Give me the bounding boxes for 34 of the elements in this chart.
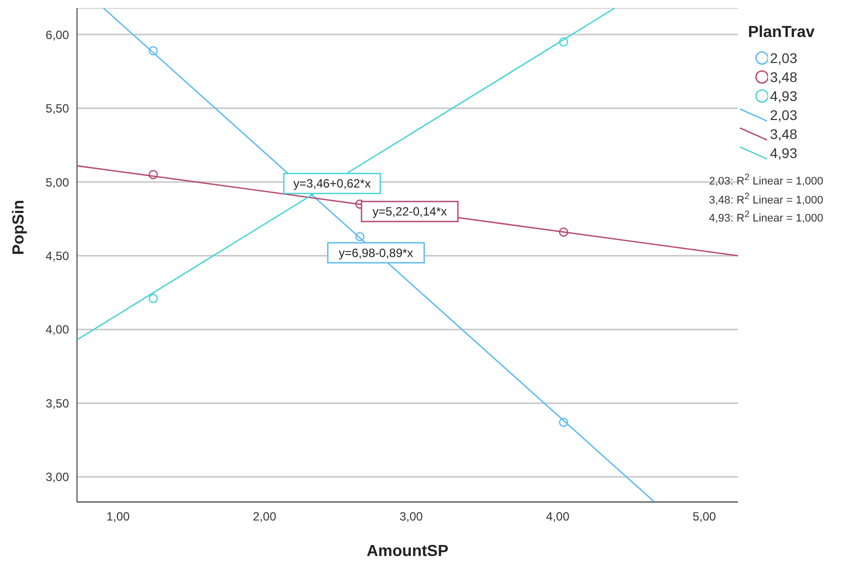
annotation: y=6,98-0,89*x	[338, 246, 414, 260]
annotation: 3,48: R$^{2}$ Linear = 1,000	[709, 190, 824, 208]
y-tick-label: 5,50	[46, 102, 70, 116]
y-axis-title: PopSin	[10, 200, 28, 255]
legend-label: 2,03	[770, 50, 798, 66]
x-tick-label: 3,00	[399, 510, 424, 524]
x-tick-label: 2,00	[252, 510, 277, 524]
legend-title: PlanTrav	[748, 24, 816, 42]
x-tick-label: 1,00	[106, 510, 130, 524]
annotation: 4,93: R$^{2}$ Linear = 1,000	[709, 208, 824, 226]
legend-label: 2,03	[770, 106, 798, 122]
legend-label: 4,93	[770, 88, 798, 104]
annotation: 2,03: R$^{2}$ Linear = 1,000	[709, 171, 824, 189]
point	[148, 46, 158, 56]
annotation: y=5,22-0,14*x	[372, 204, 447, 218]
x-tick-label: 5,00	[692, 510, 716, 524]
x-tick-label: 4,00	[546, 510, 570, 524]
y-tick-label: 3,00	[46, 470, 70, 484]
legend-label: 3,48	[770, 126, 798, 142]
y-tick-label: 4,00	[46, 322, 70, 337]
point	[148, 294, 158, 304]
y-tick-label: 4,50	[46, 248, 70, 263]
x-axis-title: AmountSP	[366, 543, 449, 560]
annotation: y=3,46+0,62*x	[293, 176, 371, 190]
point	[558, 228, 568, 237]
point	[558, 37, 568, 47]
legend-label: 3,48	[770, 68, 798, 84]
point	[558, 418, 568, 427]
point	[148, 170, 158, 180]
y-tick-label: 3,50	[46, 396, 70, 410]
legend-label: 4,93	[770, 144, 798, 160]
y-tick-label: 5,00	[46, 175, 70, 190]
y-tick-label: 6,00	[46, 28, 70, 42]
point	[355, 232, 364, 242]
